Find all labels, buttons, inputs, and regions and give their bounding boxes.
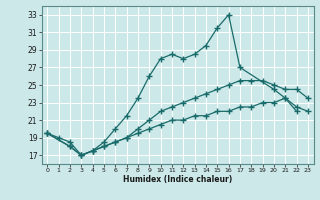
X-axis label: Humidex (Indice chaleur): Humidex (Indice chaleur) [123, 175, 232, 184]
